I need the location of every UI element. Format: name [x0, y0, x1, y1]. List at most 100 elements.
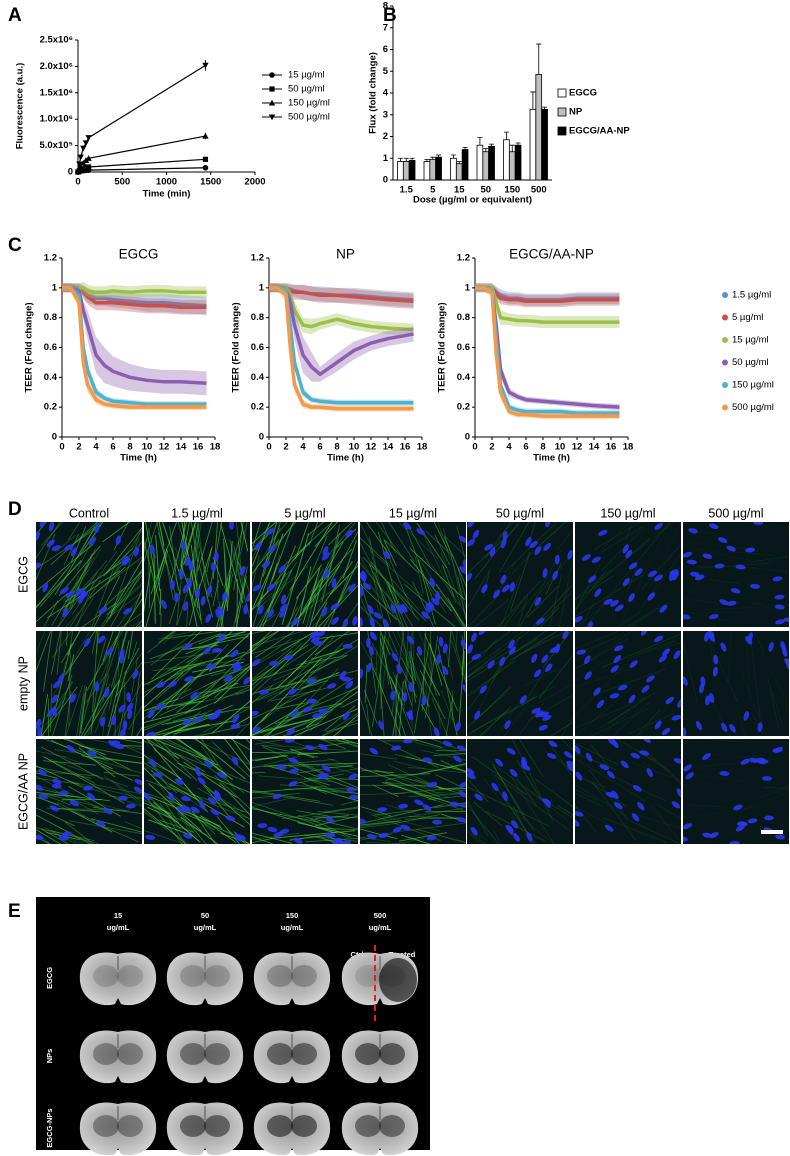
fiber — [211, 700, 250, 734]
fiber — [639, 696, 677, 736]
nucleus — [321, 552, 330, 561]
fiber — [317, 827, 358, 831]
nucleus — [111, 715, 117, 726]
nucleus — [783, 617, 789, 623]
fiber — [438, 700, 441, 729]
fiber — [79, 745, 142, 759]
fiber — [200, 745, 236, 791]
brain-region — [291, 1115, 317, 1137]
nucleus — [628, 694, 636, 704]
nucleus — [460, 639, 466, 650]
fiber — [317, 836, 358, 842]
fiber — [191, 810, 217, 844]
fiber — [60, 631, 81, 664]
row-label: EGCG-NPs — [45, 1108, 54, 1147]
fiber — [61, 559, 108, 612]
nucleus — [479, 685, 487, 694]
nucleus — [628, 562, 638, 570]
nucleus — [456, 745, 466, 752]
micrograph-background — [575, 522, 681, 627]
nucleus — [669, 569, 679, 576]
x-tick-label: 10 — [349, 442, 360, 453]
nucleus — [167, 681, 178, 688]
nucleus — [702, 753, 711, 760]
micrograph — [683, 631, 789, 736]
nucleus — [360, 586, 364, 597]
y-axis-label: Fluorescence (a.u.) — [15, 63, 26, 150]
fiber — [110, 779, 141, 802]
fiber — [157, 631, 195, 640]
fiber — [254, 677, 318, 727]
fiber — [387, 631, 399, 656]
fiber — [216, 599, 225, 627]
nucleus — [232, 756, 239, 766]
nucleus — [462, 559, 466, 570]
bar — [450, 157, 457, 181]
fiber — [199, 780, 231, 818]
nucleus — [402, 691, 408, 702]
nucleus — [286, 728, 296, 736]
nucleus — [252, 726, 261, 734]
fiber — [575, 658, 598, 669]
fiber — [360, 522, 372, 546]
nucleus — [97, 635, 106, 644]
fiber — [252, 631, 280, 653]
nucleus — [526, 832, 533, 842]
row-label: EGCG — [16, 556, 30, 593]
fiber — [590, 744, 610, 769]
marker — [86, 164, 92, 170]
fiber — [549, 574, 563, 627]
nucleus — [646, 768, 654, 778]
fiber — [36, 592, 68, 623]
fiber — [78, 747, 116, 778]
fiber — [384, 539, 419, 574]
fiber — [197, 524, 209, 602]
fiber — [166, 795, 215, 831]
nucleus — [342, 618, 349, 627]
nucleus — [694, 574, 705, 581]
fiber — [592, 538, 651, 588]
fiber — [144, 566, 152, 613]
fiber — [381, 631, 391, 695]
fiber — [200, 815, 223, 830]
fiber — [298, 713, 327, 736]
micrograph-background — [36, 631, 142, 736]
nucleus — [402, 739, 413, 744]
legend-marker — [268, 99, 276, 106]
fiber — [601, 526, 643, 553]
x-tick-label: 14 — [383, 442, 394, 453]
nucleus — [487, 660, 495, 669]
fiber — [575, 804, 597, 833]
fiber — [297, 679, 328, 691]
fiber — [195, 739, 246, 780]
nucleus — [39, 522, 47, 528]
nucleus — [525, 537, 532, 547]
fiber — [319, 739, 347, 750]
fiber — [183, 654, 228, 687]
fiber — [177, 739, 233, 781]
fiber — [550, 721, 573, 736]
nucleus — [178, 569, 184, 580]
fiber — [329, 565, 358, 595]
micrograph — [36, 631, 142, 736]
nucleus — [239, 565, 246, 576]
fiber — [575, 788, 599, 802]
legend-label: 15 µg/ml — [732, 335, 769, 346]
fiber — [102, 674, 110, 703]
fiber — [365, 811, 441, 832]
x-tick-label: 14 — [176, 442, 187, 453]
fiber — [321, 712, 358, 736]
x-tick-label: 16 — [400, 442, 411, 453]
nucleus — [188, 560, 194, 571]
nucleus — [471, 632, 477, 643]
nucleus — [509, 769, 518, 777]
fiber — [434, 534, 451, 566]
fiber — [196, 523, 200, 589]
row-label: EGCG — [45, 967, 54, 989]
micrograph — [683, 522, 789, 627]
fiber — [405, 817, 462, 820]
fiber — [442, 528, 466, 610]
nucleus — [478, 631, 487, 636]
nucleus — [342, 643, 353, 649]
fiber — [224, 739, 250, 772]
